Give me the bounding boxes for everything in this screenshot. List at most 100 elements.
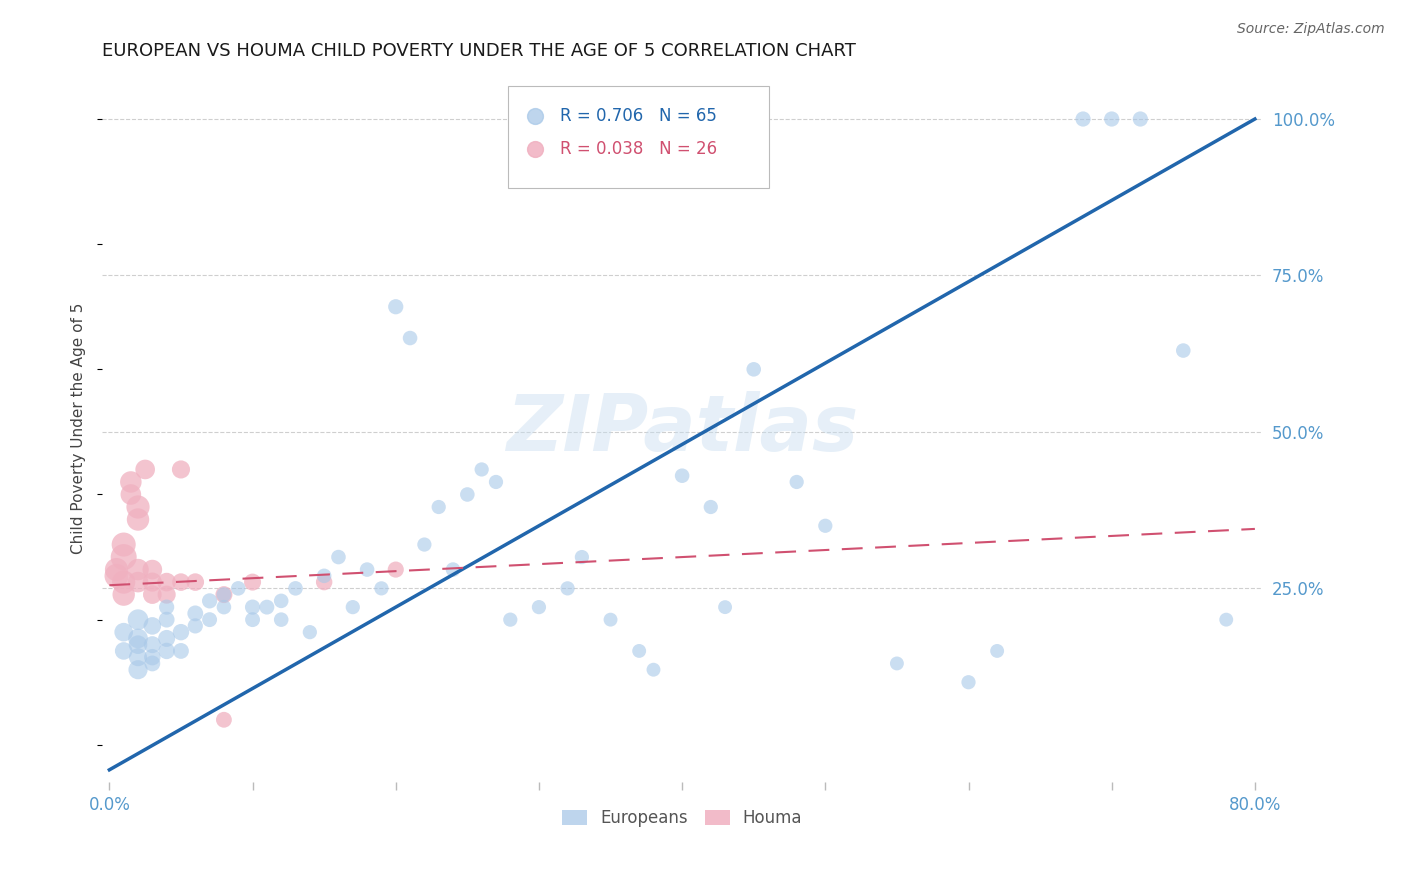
Point <box>127 563 149 577</box>
Point <box>127 512 149 526</box>
Point <box>242 600 264 615</box>
Point <box>1071 112 1094 126</box>
Point <box>256 600 278 615</box>
Point <box>384 563 406 577</box>
Point <box>105 563 128 577</box>
Point <box>212 588 235 602</box>
Point <box>156 575 179 590</box>
Point <box>212 588 235 602</box>
Point <box>499 613 522 627</box>
Point <box>628 644 651 658</box>
Point <box>370 582 392 596</box>
Point <box>120 487 142 501</box>
Point <box>156 588 179 602</box>
Point <box>156 632 179 646</box>
Point <box>786 475 808 489</box>
Point <box>198 613 221 627</box>
Point <box>242 575 264 590</box>
Legend: Europeans, Houma: Europeans, Houma <box>555 803 808 834</box>
Point <box>120 475 142 489</box>
Point <box>141 588 163 602</box>
Point <box>141 575 163 590</box>
Text: R = 0.706   N = 65: R = 0.706 N = 65 <box>561 107 717 125</box>
Point <box>328 550 350 565</box>
Point <box>127 613 149 627</box>
Point <box>356 563 378 577</box>
Point <box>141 563 163 577</box>
FancyBboxPatch shape <box>508 86 769 188</box>
Point <box>1173 343 1195 358</box>
Point <box>643 663 665 677</box>
Point <box>112 575 135 590</box>
Point <box>127 663 149 677</box>
Point <box>1129 112 1152 126</box>
Point <box>427 500 450 514</box>
Text: Source: ZipAtlas.com: Source: ZipAtlas.com <box>1237 22 1385 37</box>
Point <box>112 537 135 551</box>
Point <box>714 600 737 615</box>
Point <box>633 148 655 162</box>
Point <box>557 582 579 596</box>
Point <box>156 600 179 615</box>
Point <box>314 569 336 583</box>
Point <box>342 600 364 615</box>
Point <box>456 487 478 501</box>
Point <box>170 625 193 640</box>
Point <box>571 550 593 565</box>
Point <box>184 607 207 621</box>
Point <box>886 657 908 671</box>
Point <box>226 582 249 596</box>
Point <box>485 475 508 489</box>
Point <box>441 563 464 577</box>
Point <box>1215 613 1237 627</box>
Point <box>814 518 837 533</box>
Point <box>298 625 321 640</box>
Point <box>413 537 436 551</box>
Point <box>127 638 149 652</box>
Text: EUROPEAN VS HOUMA CHILD POVERTY UNDER THE AGE OF 5 CORRELATION CHART: EUROPEAN VS HOUMA CHILD POVERTY UNDER TH… <box>103 42 856 60</box>
Point <box>127 650 149 665</box>
Point <box>170 644 193 658</box>
Point <box>212 600 235 615</box>
Point <box>314 575 336 590</box>
Point <box>633 178 655 192</box>
Point <box>742 362 765 376</box>
Point <box>156 613 179 627</box>
Point <box>112 550 135 565</box>
Point <box>112 625 135 640</box>
Point <box>170 462 193 476</box>
Point <box>170 575 193 590</box>
Point <box>671 468 693 483</box>
Point <box>156 644 179 658</box>
Point <box>284 582 307 596</box>
Point <box>270 613 292 627</box>
Point <box>105 569 128 583</box>
Point <box>141 650 163 665</box>
Point <box>198 594 221 608</box>
Point <box>112 588 135 602</box>
Point <box>127 500 149 514</box>
Point <box>127 632 149 646</box>
Point <box>1101 112 1123 126</box>
Point <box>399 331 422 345</box>
Point <box>527 600 550 615</box>
Point <box>141 657 163 671</box>
Point <box>957 675 980 690</box>
Point <box>384 300 406 314</box>
Point <box>212 713 235 727</box>
Point <box>242 613 264 627</box>
Point <box>599 613 621 627</box>
Point <box>700 500 723 514</box>
Text: ZIPatlas: ZIPatlas <box>506 391 858 467</box>
Text: R = 0.038   N = 26: R = 0.038 N = 26 <box>561 140 717 159</box>
Point <box>112 644 135 658</box>
Point <box>127 575 149 590</box>
Point <box>134 462 156 476</box>
Point <box>184 619 207 633</box>
Y-axis label: Child Poverty Under the Age of 5: Child Poverty Under the Age of 5 <box>72 303 86 555</box>
Point <box>270 594 292 608</box>
Point <box>141 638 163 652</box>
Point <box>141 619 163 633</box>
Point <box>471 462 494 476</box>
Point <box>184 575 207 590</box>
